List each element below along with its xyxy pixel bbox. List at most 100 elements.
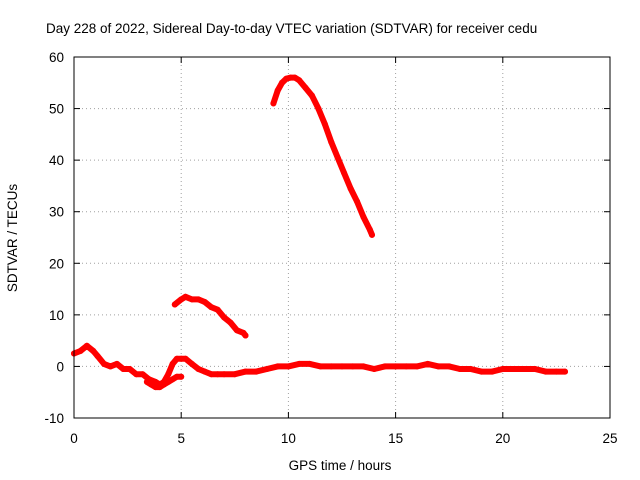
- series-1: [71, 342, 568, 388]
- data-point: [478, 368, 485, 375]
- data-point: [77, 348, 84, 354]
- data-point: [178, 373, 185, 380]
- y-axis-label: SDTVAR / TECUs: [5, 184, 20, 293]
- y-tick-label: 40: [49, 153, 64, 168]
- data-point: [446, 363, 453, 370]
- data-point: [169, 376, 176, 383]
- data-point: [321, 121, 328, 127]
- data-point: [274, 87, 281, 94]
- axis-ticks: 0 5 10 15 20 25 -10 0 10 20 30 40 50 60: [44, 50, 617, 446]
- data-point: [306, 360, 313, 367]
- data-point: [392, 363, 399, 370]
- plot-frame: [73, 56, 611, 419]
- y-tick-label: 0: [56, 359, 64, 374]
- data-point: [195, 366, 202, 372]
- data-point: [165, 378, 172, 385]
- data-point: [221, 314, 228, 321]
- y-tick-label: -10: [44, 411, 64, 426]
- data-point: [182, 355, 189, 362]
- data-point: [287, 74, 294, 81]
- y-tick-label: 50: [49, 102, 64, 117]
- data-point: [435, 363, 442, 370]
- data-point: [214, 371, 221, 378]
- data-point: [165, 371, 172, 378]
- data-point: [120, 366, 127, 372]
- x-tick-label: 25: [602, 431, 617, 446]
- data-point: [315, 105, 322, 112]
- data-point: [339, 363, 345, 370]
- data-point: [188, 296, 195, 303]
- data-point: [148, 381, 155, 388]
- data-point: [264, 366, 270, 372]
- data-point: [242, 368, 249, 375]
- series-2: [143, 373, 185, 391]
- data-point: [171, 301, 178, 308]
- y-tick-label: 20: [49, 256, 64, 271]
- data-point: [139, 371, 146, 378]
- data-point: [178, 296, 185, 303]
- data-point: [201, 368, 208, 375]
- data-point: [328, 363, 335, 370]
- data-point: [274, 363, 281, 370]
- data-point: [369, 231, 375, 238]
- data-point: [349, 363, 356, 370]
- y-tick-label: 30: [49, 205, 64, 220]
- data-point: [107, 363, 114, 370]
- x-tick-label: 0: [70, 431, 78, 446]
- data-point: [83, 342, 90, 349]
- data-point: [126, 366, 133, 372]
- data-point: [94, 353, 101, 360]
- chart-title: Day 228 of 2022, Sidereal Day-to-day VTE…: [46, 21, 537, 36]
- data-point: [381, 363, 388, 370]
- data-point: [354, 198, 360, 205]
- data-point: [424, 360, 431, 367]
- data-point: [456, 366, 463, 372]
- series-4: [270, 74, 375, 238]
- x-tick-label: 5: [177, 431, 185, 446]
- data-point: [143, 378, 150, 385]
- data-point: [195, 296, 202, 303]
- data-point: [553, 368, 560, 375]
- data-point: [521, 366, 528, 372]
- data-point: [173, 373, 180, 380]
- y-tick-label: 60: [49, 50, 64, 65]
- data-point: [317, 363, 324, 370]
- data-point: [296, 77, 303, 84]
- data-point: [101, 360, 107, 367]
- data-point: [178, 355, 185, 362]
- data-point: [173, 355, 180, 362]
- data-point: [227, 319, 234, 326]
- data-point: [169, 360, 176, 367]
- data-point: [233, 327, 240, 334]
- data-point: [341, 170, 348, 176]
- data-point: [360, 213, 367, 220]
- data-point: [371, 366, 378, 372]
- data-point: [231, 371, 238, 378]
- data-point: [489, 368, 496, 375]
- data-point: [188, 360, 195, 367]
- data-point: [221, 371, 228, 378]
- data-point: [242, 332, 249, 339]
- data-point: [201, 299, 208, 305]
- data-point: [279, 79, 285, 86]
- data-point: [208, 304, 215, 311]
- x-tick-label: 15: [388, 431, 403, 446]
- data-point: [208, 371, 215, 378]
- data-point: [291, 74, 298, 81]
- data-point: [182, 293, 189, 300]
- series-3: [171, 293, 249, 339]
- data-point: [302, 84, 309, 91]
- data-point: [285, 363, 292, 370]
- data-point: [366, 226, 373, 233]
- data-point: [499, 366, 506, 372]
- data-point: [414, 363, 420, 370]
- data-point: [334, 154, 341, 161]
- y-tick-label: 10: [49, 308, 64, 323]
- x-axis-label: GPS time / hours: [289, 458, 392, 473]
- data-series: [71, 74, 568, 391]
- data-point: [542, 368, 549, 375]
- data-point: [214, 306, 221, 313]
- data-point: [532, 366, 538, 372]
